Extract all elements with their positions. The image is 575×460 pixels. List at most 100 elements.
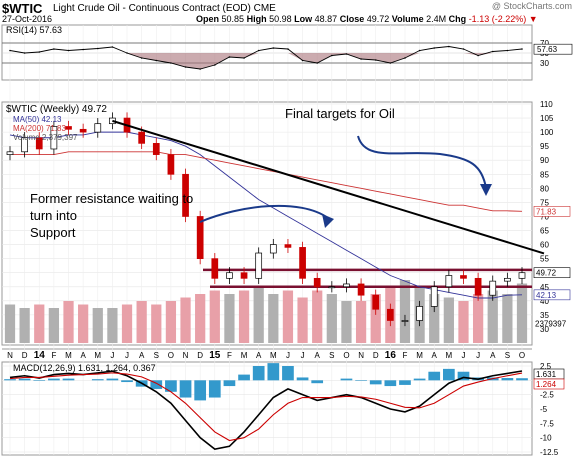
annotation-former-resistance-1: Former resistance waiting to [30,191,193,206]
x-tick-label: A [432,351,438,360]
candle-body [284,244,292,248]
annotation-final-targets: Final targets for Oil [285,106,395,121]
volume-value-label: 2379397 [535,319,567,328]
candle-body [401,320,409,322]
volume-bar [502,294,513,343]
rsi-point [126,52,128,54]
ma50-value-label: 42.13 [536,291,557,300]
volume-bar [78,304,89,343]
annotation-former-resistance-2: turn into [30,208,77,223]
macd-histogram-bar [208,380,221,398]
high-value: 50.98 [269,14,292,24]
x-tick-label: A [139,351,145,360]
rsi-point [462,48,465,50]
macd-histogram-bar [150,380,163,389]
candle-body [50,126,58,150]
candle-body [460,275,467,279]
price-plot [6,112,545,327]
ma200-legend: MA(200) 71.83 [13,124,66,133]
volume-bar [151,304,162,343]
rsi-panel [1,24,533,81]
volume-bar [370,294,381,343]
price-tick-label: 30 [540,325,549,334]
x-tick-label: J [301,351,305,360]
volume-bar [34,304,45,343]
x-tick-label: J [110,351,114,360]
volume-bar [209,290,220,343]
arrow-to-final-targets [357,135,487,189]
macd-histogram-bar [399,380,411,385]
macd-tick-label: -7.5 [540,419,554,428]
macd-histogram-bar [428,371,441,381]
rsi-point [418,49,421,52]
rsi-point [184,66,187,68]
rsi-point [140,57,143,59]
volume-bar [180,297,191,343]
rsi-point [257,49,260,52]
candle-body [240,272,248,279]
x-tick-label: S [154,351,159,360]
volume-bar [341,301,352,343]
macd-value-label: 1.631 [536,370,557,379]
macd-value-label: 1.264 [536,380,557,389]
candle-body [79,128,87,133]
ma50-value-label-box [533,289,571,301]
arrowhead-support [322,214,334,228]
rsi-point [521,48,523,50]
rsi-value-box [533,43,573,55]
x-tick-label: F [227,351,232,360]
macd-histogram-bar [384,380,397,387]
candle-body [35,137,43,150]
candle-body [430,286,438,307]
price-tick-label: 95 [540,142,549,151]
macd-histogram-bar [4,379,16,381]
x-tick-label: O [168,351,174,360]
volume-bar [136,301,147,343]
x-tick-label: F [403,351,408,360]
macd-histogram-bar [165,380,177,392]
candle-body [6,151,14,155]
candle-body [474,277,482,296]
volume-bar [312,290,323,343]
x-tick-label: J [476,351,480,360]
rsi-point [477,54,479,57]
rsi-oversold-area [10,53,522,69]
macd-histogram-bar [340,378,353,381]
volume-bar [238,290,250,343]
price-tick-label: 40 [540,297,549,306]
candle-body [299,247,306,279]
macd-histogram-bar [238,374,250,381]
volume-bar [107,308,118,343]
price-tick-label: 65 [540,227,549,236]
macd-histogram-bar [33,380,46,381]
price-tick-label: 85 [540,170,549,179]
macd-histogram-bar [267,363,280,381]
x-tick-label: N [358,351,364,360]
rsi-point [301,59,304,62]
volume-bar [297,297,308,343]
candle-body [255,252,263,279]
rsi-point [345,53,348,55]
rsi-legend: RSI(14) 57.63 [6,25,62,35]
volume-bar [326,294,337,343]
price-tick-label: 35 [540,311,549,320]
volume-bar [443,297,454,343]
candle-body [21,137,28,153]
candle-body [518,272,526,279]
candle-body [343,283,350,288]
volume-bar [224,294,235,343]
instrument-name: Light Crude Oil - Continuous Contract (E… [53,3,276,14]
macd-plot [4,363,528,450]
volume-bar [195,294,206,343]
chg-value: -1.13 (-2.22%) [468,14,527,24]
volume-bar [355,301,367,343]
rsi-point [228,56,231,58]
candle-body [167,154,175,175]
macd-tick-label: 2.5 [540,362,552,371]
macd-histogram-bar [106,378,119,381]
rsi-point [53,48,55,50]
volume-value: 2.4M [426,14,447,24]
macd-histogram-bar [179,380,192,398]
rsi-point [316,62,319,64]
x-tick-label: 16 [385,350,397,361]
